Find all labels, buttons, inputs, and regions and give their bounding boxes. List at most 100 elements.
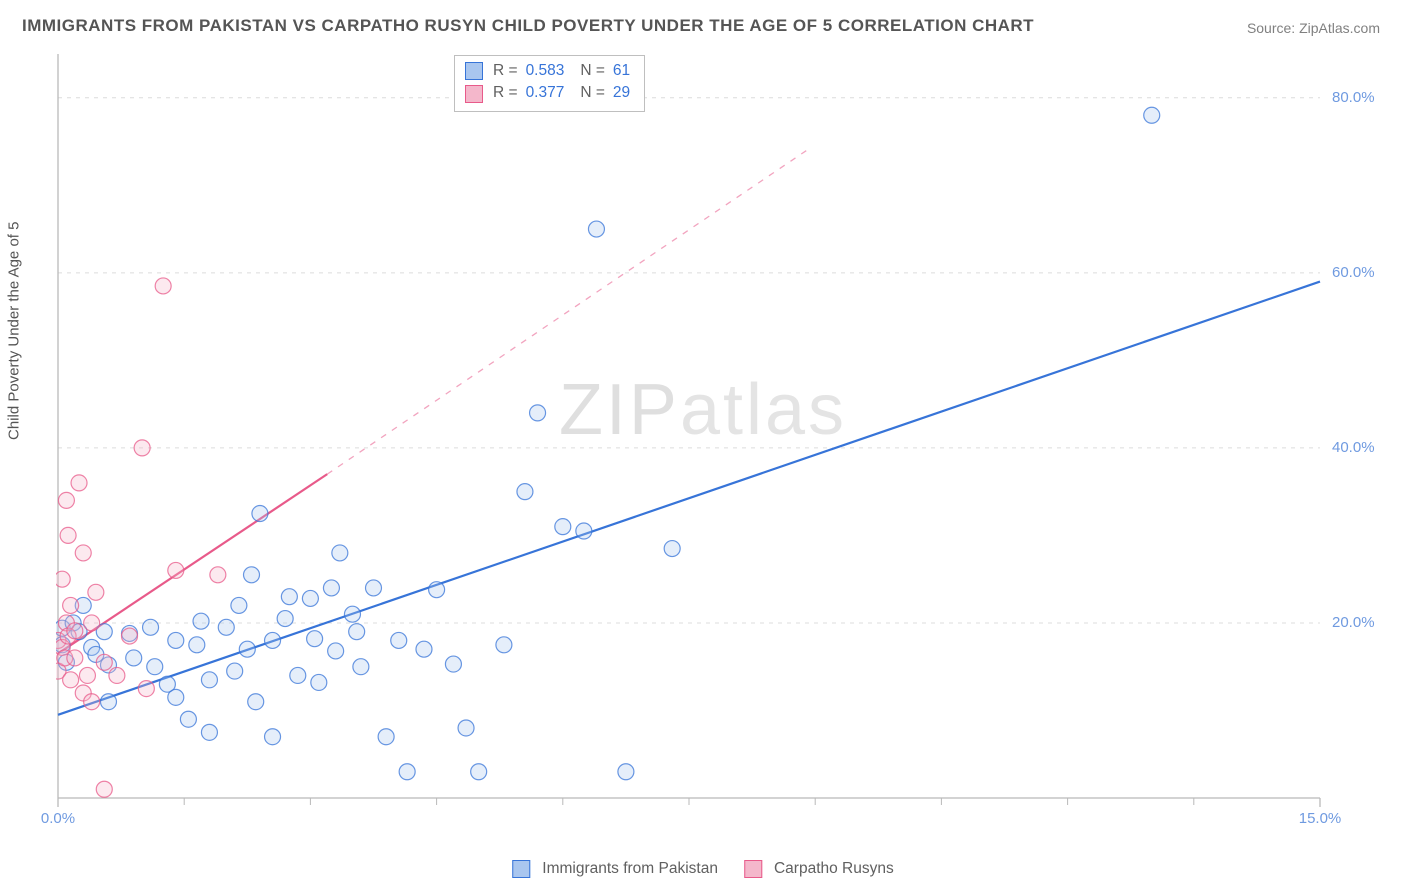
data-point <box>79 667 95 683</box>
x-tick-label: 0.0% <box>41 810 75 827</box>
data-point <box>189 637 205 653</box>
data-point <box>63 672 79 688</box>
y-tick-label: 40.0% <box>1332 439 1375 456</box>
data-point <box>134 440 150 456</box>
legend-label: Immigrants from Pakistan <box>542 860 718 878</box>
data-point <box>244 567 260 583</box>
data-point <box>138 681 154 697</box>
data-point <box>193 613 209 629</box>
data-point <box>344 606 360 622</box>
data-point <box>84 694 100 710</box>
series-swatch <box>465 62 483 80</box>
stats-row: R =0.377N =29 <box>465 82 630 104</box>
y-tick-label: 60.0% <box>1332 264 1375 281</box>
data-point <box>71 475 87 491</box>
data-point <box>67 650 83 666</box>
data-point <box>445 656 461 672</box>
data-point <box>201 724 217 740</box>
data-point <box>323 580 339 596</box>
series-legend: Immigrants from Pakistan Carpatho Rusyns <box>512 860 893 878</box>
data-point <box>399 764 415 780</box>
data-point <box>496 637 512 653</box>
source-attribution: Source: ZipAtlas.com <box>1247 20 1380 36</box>
data-point <box>664 541 680 557</box>
data-point <box>517 484 533 500</box>
data-point <box>75 545 91 561</box>
data-point <box>218 619 234 635</box>
legend-swatch <box>744 860 762 878</box>
data-point <box>378 729 394 745</box>
legend-item: Immigrants from Pakistan <box>512 860 718 878</box>
data-point <box>353 659 369 675</box>
chart-title: IMMIGRANTS FROM PAKISTAN VS CARPATHO RUS… <box>22 16 1034 36</box>
data-point <box>147 659 163 675</box>
data-point <box>96 781 112 797</box>
stat-r-value: 0.583 <box>526 60 565 82</box>
data-point <box>231 597 247 613</box>
data-point <box>168 632 184 648</box>
data-point <box>328 643 344 659</box>
data-point <box>67 623 83 639</box>
data-point <box>143 619 159 635</box>
y-axis-label: Child Poverty Under the Age of 5 <box>6 222 23 440</box>
series-swatch <box>465 85 483 103</box>
data-point <box>555 519 571 535</box>
data-point <box>265 729 281 745</box>
correlation-stats-box: R = 0.583 N = 61R = 0.377 N = 29 <box>454 55 645 112</box>
stat-r-label: R = <box>493 60 518 82</box>
data-point <box>58 492 74 508</box>
data-point <box>100 694 116 710</box>
y-tick-label: 80.0% <box>1332 89 1375 106</box>
data-point <box>122 628 138 644</box>
data-point <box>155 278 171 294</box>
data-point <box>618 764 634 780</box>
stat-r-label: R = <box>493 82 518 104</box>
stats-row: R = 0.583 N = 61 <box>465 60 630 82</box>
stat-n-value: 61 <box>613 60 630 82</box>
stat-n-label: N = <box>580 60 605 82</box>
data-point <box>332 545 348 561</box>
data-point <box>290 667 306 683</box>
data-point <box>168 689 184 705</box>
legend-swatch <box>512 860 530 878</box>
data-point <box>588 221 604 237</box>
data-point <box>201 672 217 688</box>
stat-n-value: 29 <box>613 82 630 104</box>
scatter-plot <box>56 48 1386 828</box>
x-tick-label: 15.0% <box>1299 810 1342 827</box>
data-point <box>349 624 365 640</box>
legend-label: Carpatho Rusyns <box>774 860 894 878</box>
data-point <box>239 641 255 657</box>
data-point <box>281 589 297 605</box>
data-point <box>458 720 474 736</box>
data-point <box>302 590 318 606</box>
data-point <box>56 571 70 587</box>
data-point <box>366 580 382 596</box>
data-point <box>429 582 445 598</box>
data-point <box>88 584 104 600</box>
legend-item: Carpatho Rusyns <box>744 860 894 878</box>
data-point <box>1144 107 1160 123</box>
data-point <box>248 694 264 710</box>
data-point <box>311 674 327 690</box>
data-point <box>307 631 323 647</box>
data-point <box>60 527 76 543</box>
stat-r-value: 0.377 <box>526 82 565 104</box>
data-point <box>227 663 243 679</box>
data-point <box>277 611 293 627</box>
data-point <box>530 405 546 421</box>
data-point <box>391 632 407 648</box>
data-point <box>210 567 226 583</box>
source-name: ZipAtlas.com <box>1299 20 1380 36</box>
data-point <box>168 562 184 578</box>
data-point <box>180 711 196 727</box>
data-point <box>471 764 487 780</box>
data-point <box>84 615 100 631</box>
source-prefix: Source: <box>1247 20 1299 36</box>
data-point <box>109 667 125 683</box>
data-point <box>576 523 592 539</box>
data-point <box>252 506 268 522</box>
y-tick-label: 20.0% <box>1332 614 1375 631</box>
data-point <box>416 641 432 657</box>
data-point <box>126 650 142 666</box>
